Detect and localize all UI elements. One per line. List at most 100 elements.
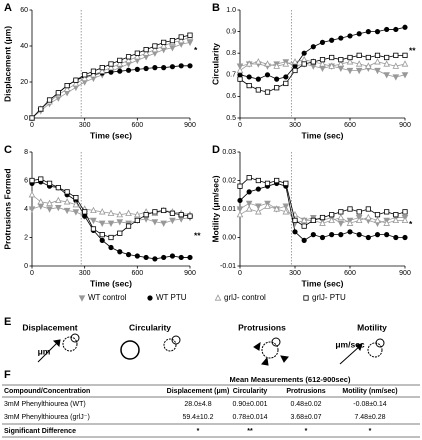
marker xyxy=(151,45,159,53)
marker xyxy=(346,58,354,65)
marker xyxy=(107,209,115,216)
x-tick-label: 600 xyxy=(344,122,356,129)
marker xyxy=(347,206,353,212)
marker xyxy=(90,226,97,232)
marker xyxy=(401,216,409,224)
y-axis-label: Circularity xyxy=(210,43,220,85)
arrow xyxy=(339,345,361,365)
marker xyxy=(134,50,140,56)
marker xyxy=(64,83,70,89)
marker xyxy=(355,67,363,75)
marker xyxy=(147,295,153,301)
table-cell: 0.78±0.014 xyxy=(233,414,268,421)
table-cell: 3mM Phenylthiourea (grlJ⁻) xyxy=(4,414,90,421)
marker xyxy=(329,37,335,43)
marker xyxy=(152,209,158,215)
circle-shape xyxy=(120,340,140,360)
marker xyxy=(108,244,114,251)
marker xyxy=(245,60,253,67)
marker xyxy=(246,74,252,80)
marker xyxy=(117,57,123,64)
column-header: Displacement (μm) xyxy=(167,388,230,395)
marker xyxy=(237,183,243,189)
marker xyxy=(125,54,132,60)
schematic-label: Displacement xyxy=(22,322,77,332)
y-tick-label: 0.00 xyxy=(222,234,236,241)
marker xyxy=(337,213,345,221)
legend-label: grlJ- PTU xyxy=(312,293,346,302)
x-tick-label: 600 xyxy=(344,270,356,277)
cell xyxy=(62,336,78,352)
marker xyxy=(319,219,326,226)
marker xyxy=(134,217,140,223)
marker xyxy=(374,67,381,75)
marker xyxy=(29,177,35,184)
marker xyxy=(117,230,123,236)
x-tick-label: 0 xyxy=(30,122,34,129)
table-cell: 28.0±4.8 xyxy=(184,401,211,408)
marker xyxy=(365,54,371,61)
marker xyxy=(356,31,362,37)
marker xyxy=(374,212,381,218)
table-cell: 59.4±10.2 xyxy=(182,414,213,421)
marker xyxy=(338,35,344,41)
marker xyxy=(236,210,244,218)
marker xyxy=(143,47,149,53)
marker xyxy=(90,68,97,74)
panel-letter: F xyxy=(4,369,11,381)
marker xyxy=(337,60,345,67)
marker xyxy=(383,60,390,67)
marker xyxy=(402,24,408,30)
marker xyxy=(355,60,363,67)
marker xyxy=(108,61,114,67)
marker xyxy=(384,54,390,61)
marker xyxy=(329,54,335,61)
marker xyxy=(393,234,399,241)
significance: * xyxy=(409,219,413,229)
marker xyxy=(292,63,298,69)
table-cell: 3mM Phenylthiourea (WT) xyxy=(4,401,86,408)
cell xyxy=(70,333,80,343)
marker xyxy=(393,212,399,218)
marker xyxy=(282,208,290,215)
marker xyxy=(38,176,44,182)
marker xyxy=(73,77,79,83)
marker xyxy=(393,52,399,58)
marker xyxy=(55,185,61,191)
marker xyxy=(90,71,97,78)
marker xyxy=(255,76,261,82)
schematic-label: Protrusions xyxy=(238,322,286,332)
marker xyxy=(142,49,150,56)
marker xyxy=(283,80,289,87)
schematic-label: Motility xyxy=(357,322,387,332)
table-cell: 0.90±0.001 xyxy=(233,401,268,408)
marker xyxy=(152,43,158,49)
marker xyxy=(160,42,167,49)
marker xyxy=(161,254,167,261)
marker xyxy=(214,294,222,301)
marker xyxy=(328,216,335,224)
y-tick-label: 20 xyxy=(20,79,28,86)
marker xyxy=(273,62,280,69)
marker xyxy=(98,208,106,215)
marker xyxy=(319,57,326,63)
x-axis-label: Time (sec) xyxy=(90,278,132,288)
table-title: Mean Measurements (612-900sec) xyxy=(230,375,351,384)
marker xyxy=(329,212,335,218)
marker xyxy=(292,229,298,235)
y-tick-label: 1.0 xyxy=(226,7,236,14)
y-tick-label: 0 xyxy=(24,115,28,122)
marker xyxy=(310,59,316,65)
marker xyxy=(28,191,36,198)
cell xyxy=(271,337,281,347)
x-tick-label: 900 xyxy=(399,270,411,277)
y-tick-label: 0.9 xyxy=(226,28,236,35)
marker xyxy=(356,232,362,238)
marker xyxy=(401,60,409,67)
marker xyxy=(108,234,114,241)
marker xyxy=(99,232,105,238)
schematic-label: Circularity xyxy=(129,322,171,332)
x-tick-label: 900 xyxy=(399,122,411,129)
marker xyxy=(402,209,408,215)
marker xyxy=(125,56,132,63)
